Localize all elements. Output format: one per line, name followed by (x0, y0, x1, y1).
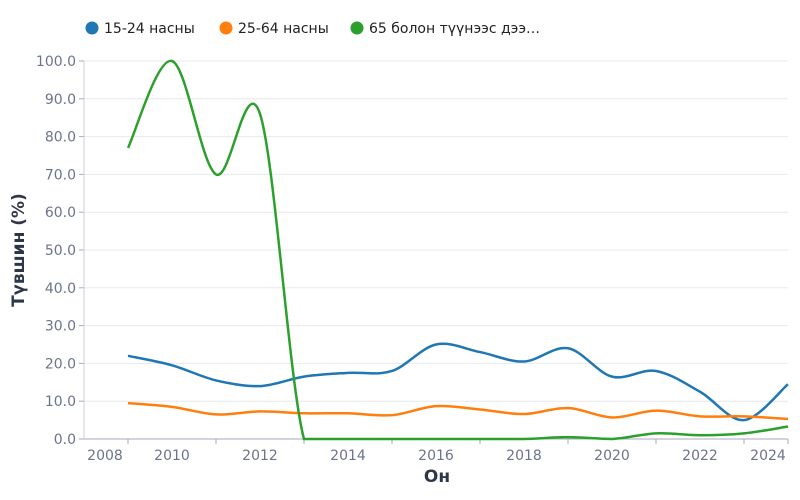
legend-item-1[interactable]: 25-64 насны (219, 21, 329, 37)
legend-swatch (350, 21, 364, 35)
x-tick-label: 2008 (87, 448, 123, 464)
y-tick-label: 100.0 (36, 54, 76, 70)
y-tick-label: 50.0 (45, 243, 76, 259)
y-tick-label: 60.0 (45, 205, 76, 221)
y-tick-label: 90.0 (45, 92, 76, 108)
series-lines (126, 59, 789, 441)
x-tick-label: 2018 (506, 448, 542, 464)
x-tick-label: 2022 (682, 448, 718, 464)
legend-swatch (85, 21, 99, 35)
y-tick-label: 10.0 (45, 394, 76, 410)
x-axis: 2008 2010 2012 2014 2016 2018 2020 2022 2024 (84, 438, 789, 464)
x-tick-label: 2010 (154, 448, 190, 464)
x-tick-label: 2012 (242, 448, 278, 464)
legend-item-2[interactable]: 65 болон түүнээс дээ… (350, 21, 541, 37)
y-tick-label: 70.0 (45, 167, 76, 183)
y-tick-label: 30.0 (45, 319, 76, 335)
series-line-1 (127, 401, 789, 421)
legend-label: 25-64 насны (238, 21, 329, 37)
x-tick-label: 2016 (418, 448, 454, 464)
gridlines (84, 60, 788, 440)
series-line-0 (127, 342, 789, 422)
legend-item-0[interactable]: 15-24 насны (85, 21, 195, 37)
series-line-2 (126, 59, 789, 441)
x-tick-label: 2024 (750, 448, 786, 464)
y-tick-label: 20.0 (45, 356, 76, 372)
legend: 15-24 насны 25-64 насны 65 болон түүнээс д… (85, 21, 541, 37)
legend-swatch (219, 21, 233, 35)
x-tick-label: 2020 (594, 448, 630, 464)
y-tick-label: 40.0 (45, 281, 76, 297)
y-axis-title: Түвшин (%) (9, 193, 29, 307)
y-axis: 0.0 10.0 20.0 30.0 40.0 50.0 60.0 70.0 80.0 90.0 1… (36, 54, 85, 448)
x-tick-label: 2014 (330, 448, 366, 464)
legend-label: 65 болон түүнээс дээ… (369, 21, 540, 37)
x-axis-title: Он (424, 467, 450, 487)
y-tick-label: 0.0 (54, 432, 76, 448)
legend-label: 15-24 насны (104, 21, 195, 37)
y-tick-label: 80.0 (45, 130, 76, 146)
